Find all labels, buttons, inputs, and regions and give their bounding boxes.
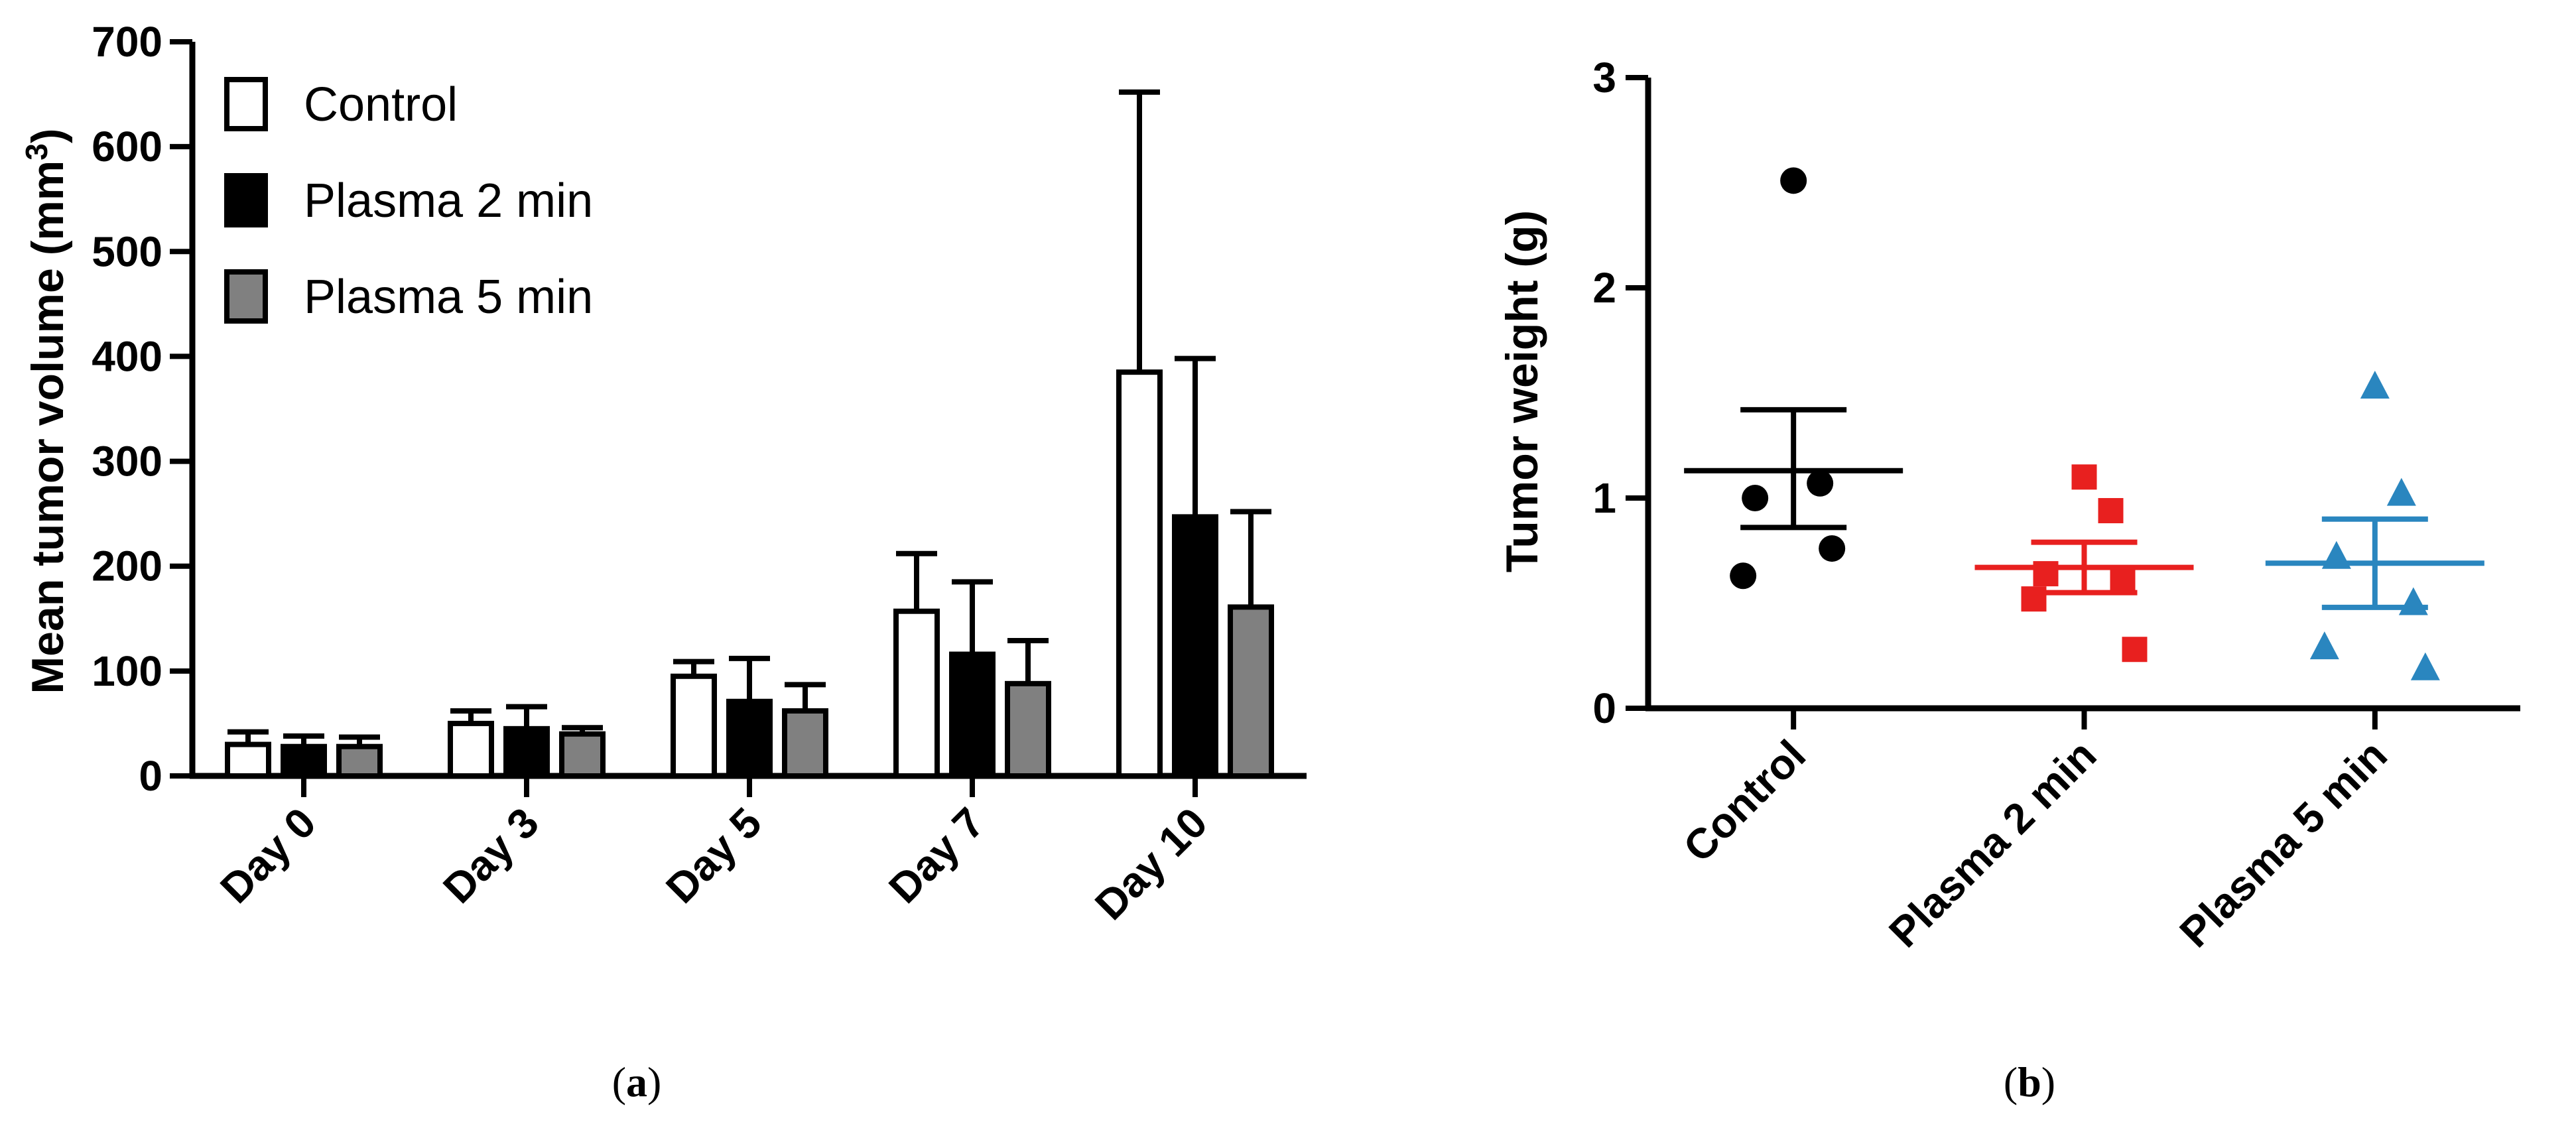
chart-a-legend-label: Plasma 2 min bbox=[304, 174, 593, 227]
chart-b-point bbox=[1730, 562, 1757, 590]
chart-a-x-tick-label: Day 0 bbox=[211, 798, 325, 913]
chart-a-y-tick-label: 500 bbox=[92, 227, 162, 275]
chart-a-bar bbox=[1005, 680, 1051, 779]
chart-b-y-tick-label: 3 bbox=[1592, 54, 1616, 101]
chart-a-bar bbox=[503, 726, 550, 779]
chart-b-point bbox=[2398, 587, 2428, 615]
chart-a-y-axis-title: Mean tumor volume (mm3) bbox=[19, 128, 73, 694]
chart-a-legend: Control Plasma 2 min Plasma 5 min bbox=[224, 77, 593, 324]
chart-b-x-tick-label: Plasma 2 min bbox=[1880, 731, 2105, 956]
chart-a-y-tick-label: 0 bbox=[139, 752, 162, 800]
chart-b-point bbox=[2122, 637, 2148, 663]
chart-a-panel-label-open: ( bbox=[612, 1058, 626, 1106]
chart-a-bar bbox=[225, 741, 271, 779]
chart-a-bar bbox=[448, 720, 494, 779]
chart-a-legend-swatch bbox=[224, 77, 268, 131]
chart-a-bar bbox=[281, 743, 327, 779]
chart-b-point bbox=[1819, 535, 1846, 562]
chart-a-y-tick-label: 400 bbox=[92, 332, 162, 380]
chart-a-bar bbox=[1116, 369, 1163, 779]
chart-a-x-tick-label: Day 10 bbox=[1086, 798, 1216, 929]
chart-a-y-tick-label: 300 bbox=[92, 438, 162, 485]
chart-b-tumor-weight: 0 1 2 3 Control Plasma 2 min Plasma 5 min Tumo… bbox=[1497, 54, 2520, 1106]
chart-a-x-tick-label: Day 3 bbox=[434, 798, 548, 913]
chart-a-y-axis-title-end: ) bbox=[23, 128, 73, 143]
chart-a-panel-label: (a) bbox=[612, 1058, 662, 1106]
chart-a-bar bbox=[782, 708, 828, 779]
chart-a-panel-label-close: ) bbox=[647, 1058, 661, 1106]
chart-b-point bbox=[2360, 370, 2390, 399]
chart-a-bar bbox=[726, 698, 773, 779]
chart-b-y-tick-label: 0 bbox=[1592, 684, 1616, 732]
chart-b-point bbox=[1807, 470, 1834, 497]
chart-b-point bbox=[1742, 485, 1769, 511]
chart-b-x-tick-label: Plasma 5 min bbox=[2171, 731, 2396, 956]
chart-b-axes: 0 1 2 3 Control Plasma 2 min Plasma 5 min bbox=[1592, 54, 2520, 956]
chart-b-y-axis-title: Tumor weight (g) bbox=[1497, 210, 1547, 572]
chart-b-point bbox=[1780, 167, 1807, 194]
chart-a-bar bbox=[1172, 514, 1218, 779]
chart-a-y-axis-title-superscript: 3 bbox=[19, 143, 54, 160]
chart-b-point bbox=[2098, 498, 2124, 524]
chart-a-x-tick-label: Day 7 bbox=[879, 798, 994, 913]
chart-a-legend-swatch bbox=[224, 173, 268, 227]
chart-b-point bbox=[2410, 652, 2440, 680]
chart-b-panel-label-close: ) bbox=[2041, 1058, 2055, 1106]
chart-a-legend-swatch bbox=[224, 269, 268, 324]
chart-b-point bbox=[2071, 464, 2097, 490]
chart-a-bar bbox=[949, 651, 996, 779]
chart-a-bars bbox=[225, 89, 1274, 779]
chart-b-point bbox=[2386, 477, 2416, 506]
chart-a-panel-label-letter: a bbox=[626, 1058, 647, 1106]
chart-a-y-tick-label: 600 bbox=[92, 123, 162, 170]
chart-b-point bbox=[2309, 631, 2339, 660]
chart-b-y-tick-label: 1 bbox=[1592, 474, 1616, 522]
chart-a-legend-label: Plasma 5 min bbox=[304, 271, 593, 324]
chart-a-bar bbox=[336, 743, 383, 779]
chart-a-y-tick-label: 100 bbox=[92, 647, 162, 695]
chart-a-bar bbox=[1228, 604, 1274, 779]
chart-b-points bbox=[1684, 167, 2484, 680]
chart-a-x-tick-label: Day 5 bbox=[657, 798, 771, 913]
chart-a-bar bbox=[559, 731, 606, 779]
chart-b-x-tick-label: Control bbox=[1674, 731, 1815, 871]
chart-a-tumor-volume: 0 100 200 300 400 500 600 700 Day 0 Day 3 Day 5 Day… bbox=[19, 18, 1307, 1106]
chart-a-bar bbox=[671, 673, 717, 779]
chart-b-y-tick-label: 2 bbox=[1592, 264, 1616, 312]
chart-a-y-axis-title-main: Mean tumor volume (mm bbox=[23, 160, 73, 694]
chart-a-y-tick-label: 200 bbox=[92, 542, 162, 590]
chart-b-panel-label-open: ( bbox=[2004, 1058, 2018, 1106]
chart-a-y-tick-label: 700 bbox=[92, 18, 162, 66]
chart-a-legend-label: Control bbox=[304, 78, 458, 131]
chart-a-bar bbox=[893, 608, 940, 779]
chart-b-panel-label-letter: b bbox=[2018, 1058, 2041, 1106]
chart-b-panel-label: (b) bbox=[2004, 1058, 2055, 1106]
